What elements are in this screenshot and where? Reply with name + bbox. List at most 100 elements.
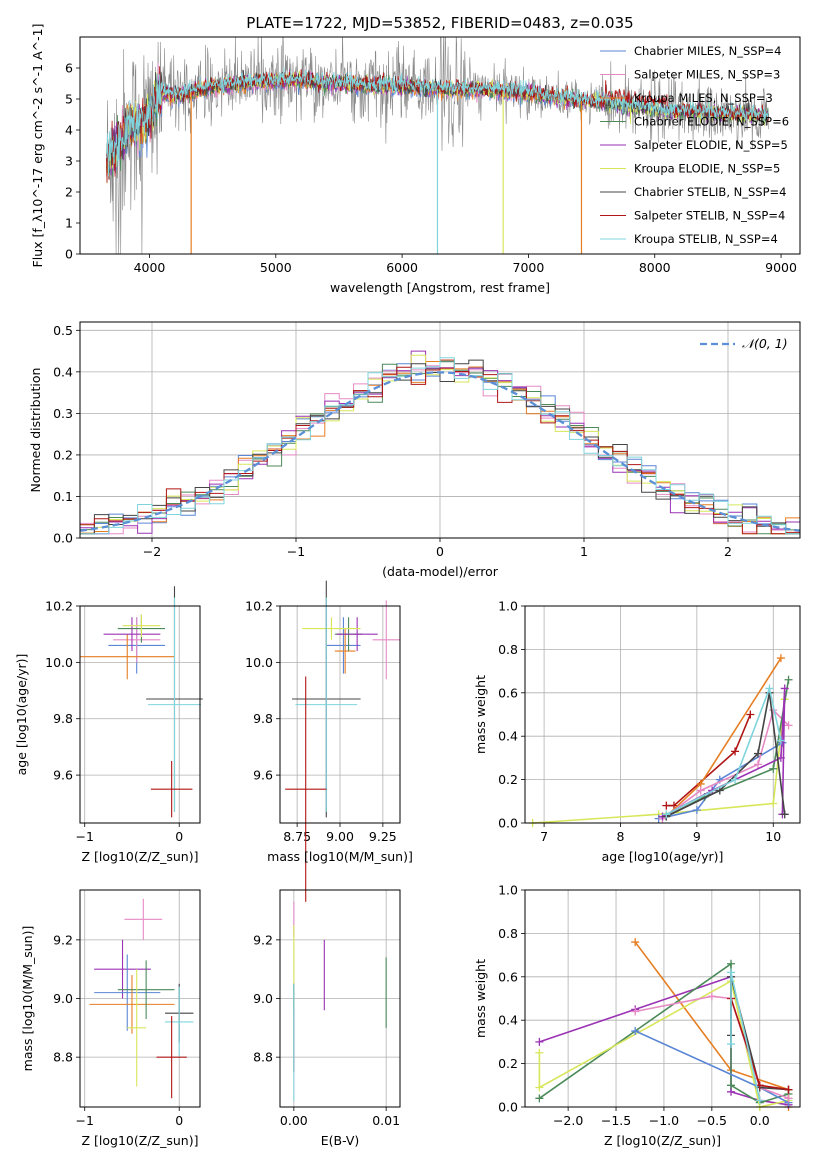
weight-marker-kroupa_stelib [765,684,774,693]
weight-marker-chabrier_stelib [780,810,789,819]
weight-marker-kroupa_miles [631,938,640,947]
weight-marker-kroupa_stelib [727,1040,736,1049]
y-tick-label: 0.1 [53,489,73,504]
legend-label: Salpeter MILES, N_SSP=3 [634,68,780,82]
legend-label: Kroupa MILES, N_SSP=3 [634,91,773,105]
x-tick-label: −1.5 [601,1113,631,1128]
x-axis-label: wavelength [Angstrom, rest frame] [330,280,550,295]
x-tick-label: −0.5 [697,1113,727,1128]
weight-marker-salpeter_miles [784,1094,793,1103]
y-axis-label: mass weight [473,959,488,1038]
figure-title: PLATE=1722, MJD=53852, FIBERID=0483, z=0… [246,14,633,32]
y-tick-label: 10.2 [45,599,73,614]
x-axis-label: (data-model)/error [382,564,499,579]
y-tick-label: 0.2 [53,447,73,462]
y-tick-label: 0.4 [498,729,518,744]
panel-3: −1 0 9.6 9.8 10.0 10.2 Z [log10(Z/Z_sun)] age [… [14,586,203,864]
weight-marker-salpeter_miles [631,1007,640,1016]
axes-frame [524,889,801,1108]
y-axis-label: Normed distribution [28,368,43,493]
weight-line-kroupa_miles [665,657,782,818]
y-tick-label: 4 [65,123,73,138]
weight-marker-kroupa_stelib [731,775,740,784]
y-tick-label: 8.8 [53,1050,73,1065]
axes-frame [79,605,201,824]
x-tick-label: 8 [617,829,625,844]
weight-marker-chabrier_elodie [727,1081,736,1090]
y-tick-label: 5 [65,92,73,107]
y-tick-label: 9.6 [53,768,73,783]
weight-marker-kroupa_stelib [727,968,736,977]
x-tick-label: 8000 [639,260,671,275]
y-tick-label: 10.0 [45,655,73,670]
x-tick-label: −2.0 [553,1113,583,1128]
y-tick-label: 0.2 [498,1056,518,1071]
weight-marker-chabrier_elodie [727,959,736,968]
x-axis-label: Z [log10(Z/Z_sun)] [82,849,199,864]
y-tick-label: 0.4 [53,364,73,379]
weight-line-chabrier_stelib [665,692,786,818]
weight-marker-kroupa_stelib [662,810,671,819]
weight-marker-kroupa_stelib [755,1096,764,1105]
y-axis-label: mass weight [473,675,488,754]
x-tick-label: 0.00 [280,1113,308,1128]
x-tick-label: 9.00 [326,829,354,844]
legend-label: Salpeter STELIB, N_SSP=4 [634,209,785,223]
y-tick-label: 1 [65,216,73,231]
legend-label: Salpeter ELODIE, N_SSP=5 [634,138,788,152]
y-tick-label: 1.0 [498,883,518,898]
y-tick-label: 0.6 [498,685,518,700]
y-tick-label: 10.0 [245,655,273,670]
y-tick-label: 9.8 [53,711,73,726]
histogram-kroupa_stelib [80,357,800,535]
y-tick-label: 0.8 [498,642,518,657]
panel-2: −2 −1 0 1 2 0.0 0.1 0.2 0.3 0.4 0.5 𝒩(0, 1) (data-mo… [28,321,801,579]
y-tick-label: 9.2 [53,932,73,947]
legend-label: Chabrier STELIB, N_SSP=4 [634,185,786,199]
weight-marker-chabrier_miles [631,1027,640,1036]
y-tick-label: 0.2 [498,772,518,787]
axes-frame [79,36,801,255]
weight-marker-kroupa_stelib [776,736,785,745]
panel-1: 4000 5000 6000 7000 8000 9000 0 1 2 3 4 5 6 Chabrier … [30,24,801,295]
legend-label: Kroupa STELIB, N_SSP=4 [634,232,778,246]
weight-marker-chabrier_stelib [753,749,762,758]
panel-5: 7 8 9 10 0.0 0.2 0.4 0.6 0.8 1.0 age [log10(age/yr… [473,599,801,864]
panel-6: −1 0 8.8 9.0 9.2 Z [log10(Z/Z_sun)] mass [log1… [20,889,201,1148]
x-tick-label: 10 [765,829,781,844]
weight-marker-kroupa_elodie [535,1083,544,1092]
weight-marker-salpeter_stelib [662,801,671,810]
y-tick-label: 0.8 [498,926,518,941]
y-tick-label: 1.0 [498,599,518,614]
y-tick-label: 9.0 [253,991,273,1006]
weight-marker-salpeter_stelib [784,1085,793,1094]
legend-label: Kroupa ELODIE, N_SSP=5 [634,162,780,176]
x-axis-label: age [log10(age/yr)] [602,849,724,864]
x-tick-label: −2 [143,544,161,559]
axes-frame [79,889,201,1108]
panel-4: 8.75 9.00 9.25 9.6 9.8 10.0 10.2 mass [log10(M/… [245,580,413,902]
legend-label: 𝒩(0, 1) [742,336,788,351]
y-axis-label: Flux [f_λ10^-17 erg cm^-2 s^-1 A^-1] [30,24,45,268]
x-tick-label: 9000 [765,260,797,275]
y-tick-label: 0.3 [53,406,73,421]
axes-frame [524,605,801,824]
x-tick-label: 9 [693,829,701,844]
y-tick-label: 0.0 [498,816,518,831]
x-tick-label: −1 [76,1113,94,1128]
weight-marker-chabrier_miles [692,805,701,814]
panel-7: 0.00 0.01 8.8 9.0 9.2 E(B-V) [253,889,401,1148]
x-tick-label: 0.0 [750,1113,770,1128]
legend-label: Chabrier ELODIE, N_SSP=6 [634,115,789,129]
x-tick-label: 0.01 [372,1113,400,1128]
y-tick-label: 9.0 [53,991,73,1006]
x-tick-label: 7 [540,829,548,844]
y-tick-label: 0.0 [53,531,73,546]
axes-frame [79,321,801,539]
normal-curve [79,371,801,532]
y-tick-label: 0.0 [498,1100,518,1115]
axes-frame [279,889,401,1108]
x-tick-label: 0 [436,544,444,559]
x-tick-label: 8.75 [283,829,311,844]
